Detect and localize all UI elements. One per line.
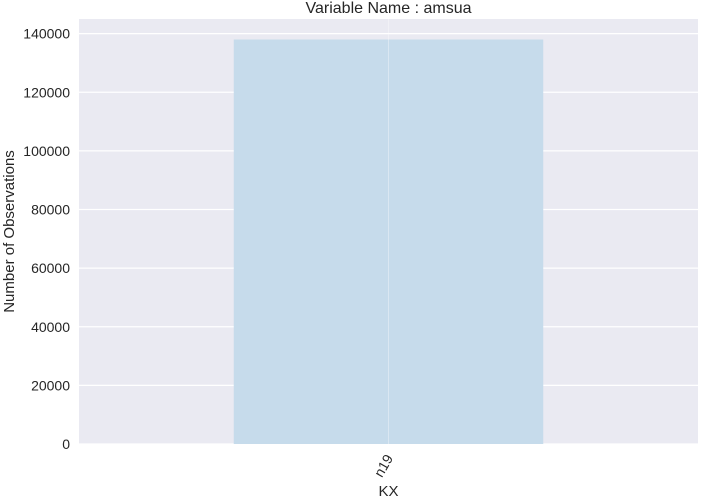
y-axis-label: Number of Observations (1, 150, 18, 313)
y-axis-ticks: 0 20000 40000 60000 80000 100000 120000 140000 (23, 26, 70, 452)
y-tick-label: 100000 (23, 143, 70, 159)
x-axis-ticks: n19 (371, 451, 397, 479)
y-tick-label: 140000 (23, 26, 70, 42)
y-tick-label: 60000 (31, 260, 70, 276)
y-tick-label: 120000 (23, 84, 70, 100)
bars (233, 39, 544, 444)
y-tick-label: 40000 (31, 319, 70, 335)
y-tick-label: 0 (62, 436, 70, 452)
y-tick-label: 20000 (31, 377, 70, 393)
y-tick-label: 80000 (31, 202, 70, 218)
x-tick-label: n19 (371, 451, 397, 479)
x-axis-label: KX (378, 483, 398, 498)
chart-title: Variable Name : amsua (306, 0, 472, 17)
bar-n19 (233, 39, 544, 444)
